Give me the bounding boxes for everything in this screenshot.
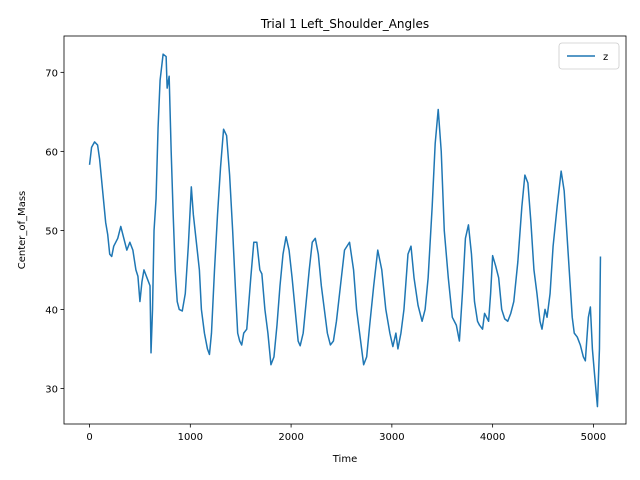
y-tick-label: 50 [45, 226, 58, 237]
x-tick-label: 4000 [480, 432, 505, 443]
x-tick-label: 1000 [178, 432, 203, 443]
plot-frame [63, 35, 627, 425]
data-line [88, 53, 602, 408]
chart-title: Trial 1 Left_Shoulder_Angles [260, 17, 429, 31]
y-axis-label: Center_of_Mass [17, 191, 28, 269]
x-tick-label: 3000 [379, 432, 404, 443]
x-tick-label: 5000 [581, 432, 606, 443]
x-axis-label: Time [332, 454, 357, 465]
x-tick-label: 0 [86, 432, 92, 443]
y-tick-label: 70 [45, 68, 58, 79]
y-tick-label: 30 [45, 384, 58, 395]
y-tick-label: 40 [45, 305, 58, 316]
y-tick-label: 60 [45, 147, 58, 158]
legend-label: z [603, 52, 608, 63]
x-tick-label: 2000 [278, 432, 303, 443]
